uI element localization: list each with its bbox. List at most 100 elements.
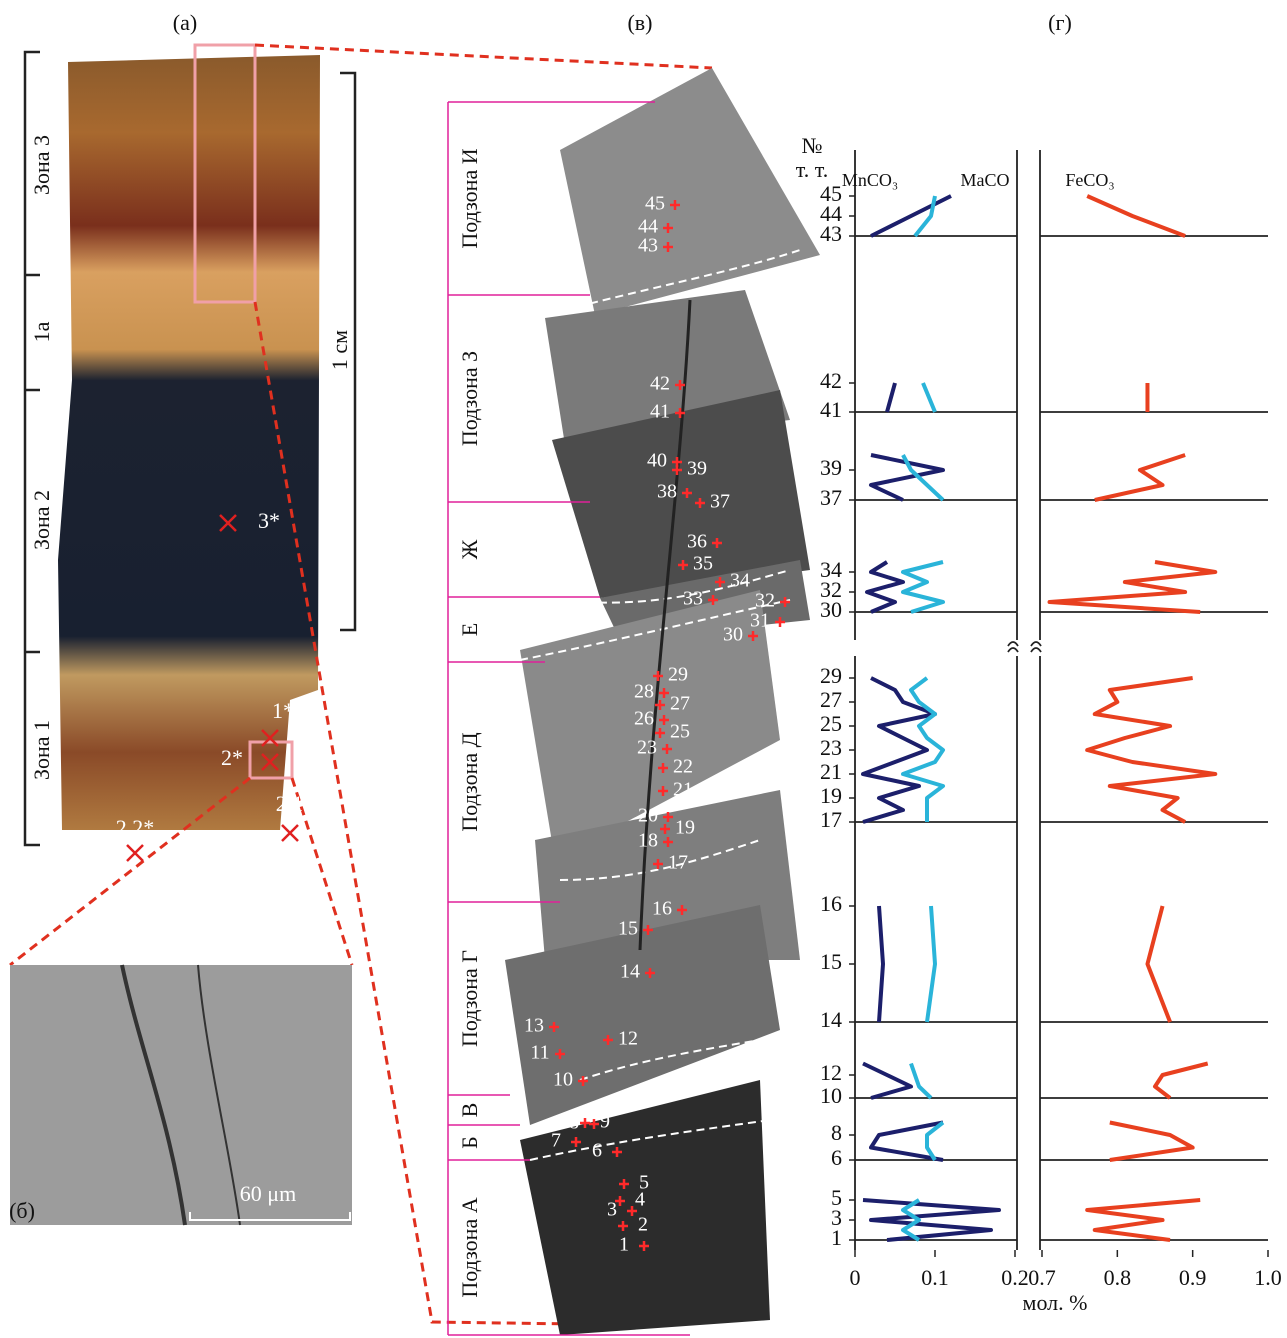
y-tick-label: 17 [820, 807, 842, 832]
subzone-label: Б [457, 1136, 482, 1149]
sem-image [10, 965, 352, 1225]
profile-line [1087, 1200, 1200, 1240]
point-label: 45 [645, 193, 665, 215]
panel-label: (г) [1048, 10, 1072, 35]
y-tick-label: 37 [820, 485, 842, 510]
point-label: 42 [650, 373, 670, 395]
axis-title: т. т. [796, 157, 828, 182]
x-tick-label: 0.7 [1028, 1265, 1056, 1290]
profile-line [867, 562, 903, 612]
subzone-label: Ж [457, 539, 482, 559]
legend-label: MaCO [961, 170, 1010, 190]
profile-line [911, 1064, 931, 1099]
point-label: 13 [524, 1015, 544, 1037]
point-label: 17 [668, 852, 688, 874]
x-tick-label: 0 [850, 1265, 861, 1290]
x-tick-label: 0.2 [1001, 1265, 1029, 1290]
subzone-label: В [457, 1103, 482, 1118]
point-label: 38 [657, 481, 677, 503]
y-tick-label: 19 [820, 783, 842, 808]
point-label: 9 [600, 1111, 610, 1133]
figure: (а) (б) (в) (г) № т. т. мол. % 60 μm 2.2… [0, 0, 1287, 1338]
point-label: 41 [650, 401, 670, 423]
point-label: 37 [710, 491, 730, 513]
profile-line [1050, 562, 1216, 612]
point-label: 28 [634, 681, 654, 703]
point-label: 20 [638, 805, 658, 827]
point-label: 39 [687, 458, 707, 480]
point-label: 31 [750, 610, 770, 632]
point-label: 2.2* [116, 815, 155, 840]
point-label: 6 [592, 1140, 602, 1162]
point-label: 32 [755, 590, 775, 612]
point-label: 19 [675, 817, 695, 839]
point-label: 35 [693, 553, 713, 575]
y-tick-label: 16 [820, 891, 842, 916]
point-label: 2* [221, 745, 243, 770]
profile-line [863, 1064, 911, 1099]
x-tick-label: 1.0 [1254, 1265, 1282, 1290]
point-label: 25 [670, 721, 690, 743]
x-tick-label: 0.1 [921, 1265, 949, 1290]
profile-line [1087, 196, 1185, 236]
subzone-label: Подзона Д [457, 732, 482, 831]
profile-line [887, 383, 895, 412]
point-label: 2.1* [276, 791, 315, 816]
zone-label: Зона 3 [29, 135, 54, 195]
point-label: 2 [638, 1214, 648, 1236]
axis-title: № [802, 133, 823, 158]
point-label: 30 [723, 624, 743, 646]
y-tick-label: 12 [820, 1060, 842, 1085]
point-label: 10 [553, 1069, 573, 1091]
point-label: 3* [258, 508, 280, 533]
profile-line [927, 906, 935, 1022]
y-tick-label: 6 [831, 1145, 842, 1170]
subzone-label: Подзона И [457, 148, 482, 248]
legend-label: MnCO₃ [842, 170, 898, 190]
point-label: 43 [638, 235, 658, 257]
profile-line [863, 1200, 999, 1240]
chart-frame [855, 150, 1041, 1250]
profile-line [915, 196, 935, 236]
point-label: 21 [673, 779, 693, 801]
profile-line [1147, 906, 1170, 1022]
point-label: 18 [638, 830, 658, 852]
y-tick-label: 23 [820, 735, 842, 760]
point-label: 22 [673, 756, 693, 778]
subzone-label: Подзона Г [457, 950, 482, 1047]
panel-label: (в) [627, 10, 652, 35]
panel-label: (б) [9, 1198, 35, 1223]
point-label: 27 [670, 693, 690, 715]
profile-line [1095, 455, 1185, 500]
subzone-label: Е [457, 623, 482, 636]
y-tick-label: 14 [820, 1007, 842, 1032]
y-tick-label: 15 [820, 949, 842, 974]
profile-line [1155, 1064, 1208, 1099]
point-label: 23 [637, 737, 657, 759]
point-label: 29 [668, 664, 688, 686]
y-tick-label: 45 [820, 181, 842, 206]
y-tick-label: 39 [820, 455, 842, 480]
profile-line [903, 562, 943, 612]
y-tick-label: 21 [820, 759, 842, 784]
point-label: 14 [620, 961, 640, 983]
profile-line [903, 1200, 919, 1240]
zone-label: Зона 1 [29, 720, 54, 780]
x-tick-label: 0.8 [1104, 1265, 1132, 1290]
y-tick-label: 10 [820, 1083, 842, 1108]
subzone-label: Подзона А [457, 1197, 482, 1297]
point-label: 16 [652, 898, 672, 920]
point-label: 33 [683, 588, 703, 610]
y-tick-label: 41 [820, 397, 842, 422]
y-tick-label: 34 [820, 557, 842, 582]
profile-line [1110, 1123, 1193, 1161]
zone-label: 1а [29, 321, 54, 342]
point-label: 5 [639, 1172, 649, 1194]
x-tick-label: 0.9 [1179, 1265, 1207, 1290]
y-tick-label: 29 [820, 663, 842, 688]
point-label: 26 [634, 708, 654, 730]
zone-label: Зона 2 [29, 490, 54, 550]
point-label: 8 [569, 1112, 579, 1134]
point-label: 11 [530, 1042, 549, 1064]
axis-title: мол. % [1023, 1290, 1088, 1315]
